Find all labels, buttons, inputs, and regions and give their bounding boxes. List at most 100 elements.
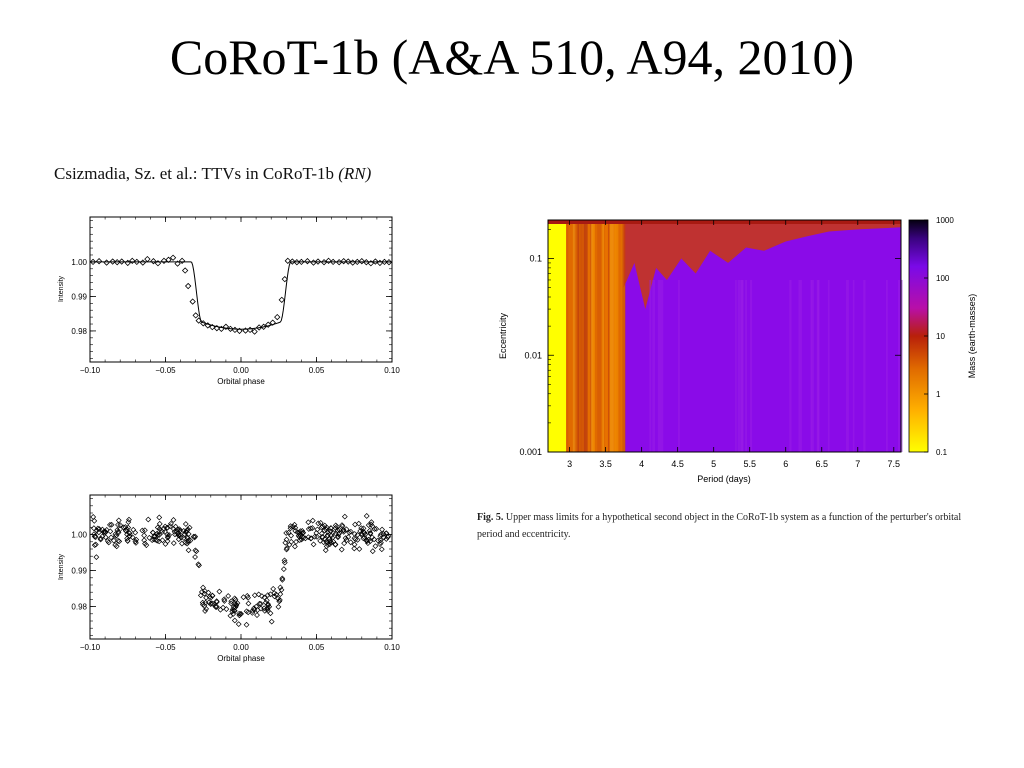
data-point <box>162 523 169 530</box>
data-point <box>253 603 260 610</box>
x-tick-label: 0.00 <box>233 366 249 375</box>
data-point <box>198 589 205 595</box>
data-point <box>289 258 296 265</box>
data-point <box>201 590 208 597</box>
heatmap-streak <box>619 220 624 452</box>
data-point <box>162 541 169 547</box>
x-tick-label: 3.5 <box>599 459 612 469</box>
data-point <box>223 606 230 612</box>
data-point <box>110 537 117 544</box>
data-point <box>352 536 359 543</box>
data-point <box>227 325 234 333</box>
data-point <box>269 319 276 326</box>
data-point <box>346 529 353 536</box>
data-point <box>288 538 295 545</box>
data-point <box>277 591 284 597</box>
heatmap-streak <box>827 279 830 452</box>
data-point <box>256 600 263 607</box>
data-point <box>307 525 314 532</box>
light-curve-raw-plot: −0.10 −0.05 0.00 0.05 0.10 0.98 0.99 1.00 Orbit… <box>58 494 400 663</box>
light-curve-phased-plot: −0.10 −0.05 0.00 0.05 0.10 0.98 0.99 1.00 Orbit… <box>58 216 400 386</box>
data-point <box>298 258 305 266</box>
x-tick-label: 4 <box>639 459 644 469</box>
y-tick-label: 0.98 <box>71 603 87 612</box>
data-point <box>236 327 243 335</box>
colorbar-tick-label: 0.1 <box>936 448 948 457</box>
data-point <box>261 605 268 612</box>
data-point <box>342 535 349 542</box>
x-tick-label: 0.05 <box>309 366 325 375</box>
heatmap-streak <box>575 220 578 452</box>
data-point <box>202 608 208 614</box>
data-point <box>365 522 372 529</box>
data-point <box>268 618 275 625</box>
data-point <box>245 594 251 601</box>
data-point <box>103 527 110 533</box>
heatmap-streak <box>789 279 792 452</box>
heatmap-streak <box>614 220 619 452</box>
heatmap-streak <box>606 220 609 452</box>
data-point <box>371 536 378 543</box>
data-point <box>282 539 289 546</box>
data-point <box>309 517 316 524</box>
data-point <box>97 535 104 542</box>
data-point <box>321 527 328 534</box>
data-point <box>358 258 365 265</box>
data-point <box>141 537 148 544</box>
caption-label: Fig. 5. <box>477 512 504 523</box>
heatmap-streak <box>846 279 849 452</box>
data-point <box>120 524 127 531</box>
x-tick-label: 3 <box>567 459 572 469</box>
heatmap-streak <box>737 279 741 452</box>
data-point <box>156 538 163 545</box>
data-point <box>175 530 182 537</box>
data-point <box>232 596 239 603</box>
data-point <box>380 530 387 537</box>
data-point <box>283 546 290 553</box>
data-point <box>207 601 214 607</box>
heatmap-streak <box>649 279 652 452</box>
x-tick-label: 7.5 <box>888 459 901 469</box>
heatmap-region-low <box>548 220 567 452</box>
heatmap-high-ecc-band <box>623 220 901 310</box>
data-point <box>200 320 207 327</box>
data-point <box>302 535 309 542</box>
data-point <box>178 257 186 265</box>
data-point <box>377 533 384 540</box>
x-tick-label: −0.10 <box>80 366 101 375</box>
data-point <box>115 517 122 524</box>
data-point <box>336 527 343 533</box>
data-point <box>368 521 374 528</box>
data-point <box>114 527 121 533</box>
heatmap-streak <box>572 220 576 452</box>
data-point <box>228 598 235 605</box>
data-point <box>265 608 271 614</box>
mass-limit-heatmap: 3 3.5 4 4.5 5 5.5 6 6.5 7 7.5 0.001 0.01 0.1 Period … <box>498 216 977 484</box>
heatmap-streak <box>745 279 748 452</box>
data-point <box>216 588 223 595</box>
data-point <box>379 526 385 533</box>
data-point <box>228 600 234 607</box>
data-point <box>299 530 306 537</box>
x-axis-label: Orbital phase <box>217 654 265 663</box>
heatmap-streak <box>678 279 680 452</box>
data-point <box>341 540 348 547</box>
data-point <box>320 259 328 266</box>
heatmap-streak <box>589 220 593 452</box>
data-point <box>105 539 112 546</box>
data-point <box>319 534 326 541</box>
data-point <box>300 529 307 536</box>
heatmap-streak <box>583 220 588 452</box>
heatmap-streak <box>614 220 617 452</box>
data-point <box>193 548 200 555</box>
data-point <box>324 532 331 539</box>
data-point <box>221 596 228 603</box>
data-point <box>275 603 282 610</box>
data-point <box>184 282 192 290</box>
y-tick-label: 0.001 <box>519 447 542 457</box>
data-point <box>351 531 358 537</box>
data-point <box>95 258 103 265</box>
data-point <box>197 592 204 599</box>
data-point <box>292 527 299 534</box>
data-point <box>195 317 202 324</box>
